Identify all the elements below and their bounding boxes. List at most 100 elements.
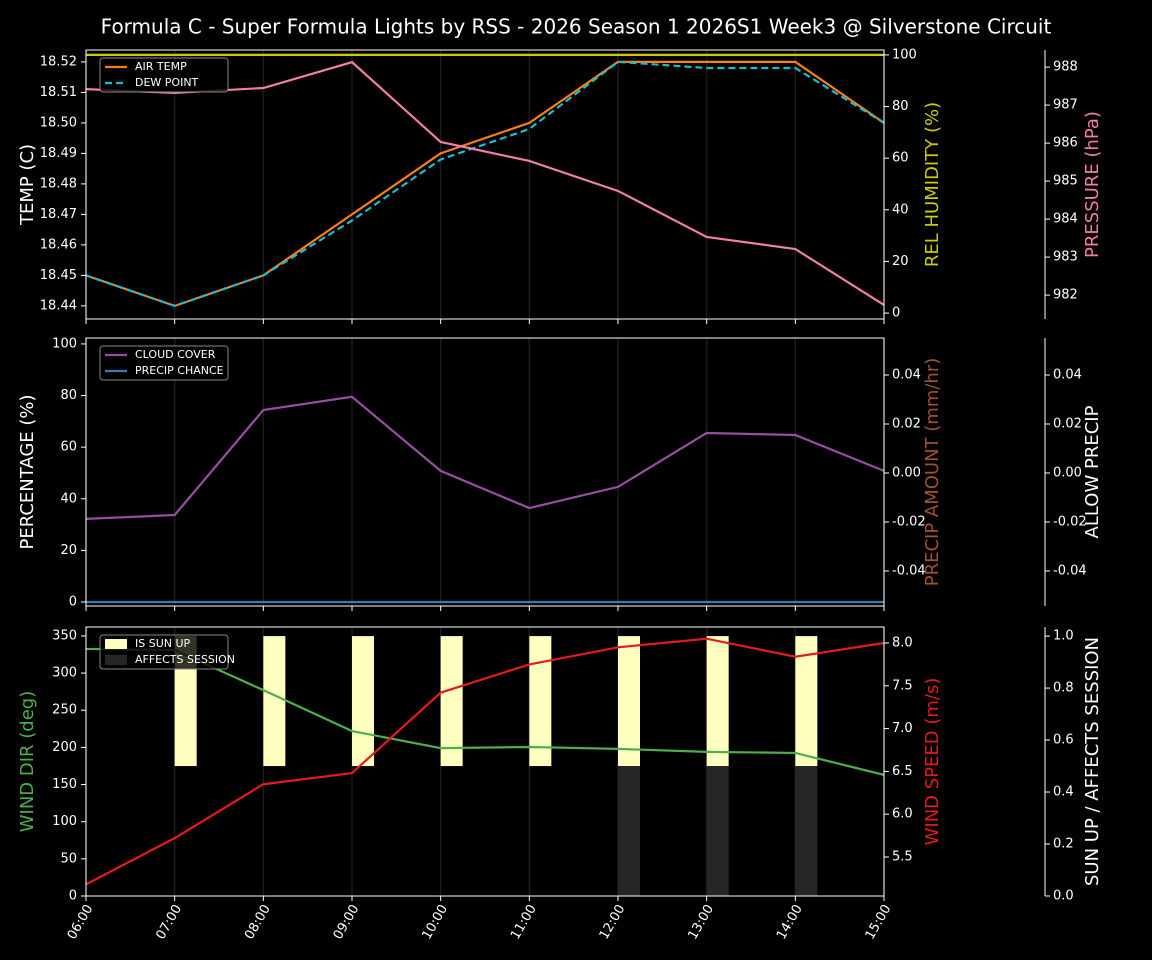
bar <box>352 636 374 767</box>
legend-label: DEW POINT <box>135 76 199 89</box>
y3-tick-label: 0.6 <box>1053 733 1074 748</box>
legend-label: AIR TEMP <box>135 60 187 73</box>
line-series <box>85 60 885 308</box>
legend-box <box>99 634 229 670</box>
y-tick-label: 150 <box>52 777 77 792</box>
y2-tick-label: 0.04 <box>892 367 921 382</box>
y2-tick-label: 7.5 <box>892 678 913 693</box>
y-tick-label: 18.48 <box>40 176 77 191</box>
legend-box <box>99 57 229 93</box>
y3-tick-label: -0.04 <box>1053 563 1087 578</box>
line-series <box>85 60 885 308</box>
y-tick-label: 200 <box>52 740 77 755</box>
y2-tick-label: 6.0 <box>892 807 913 822</box>
axis-label: PRECIP AMOUNT (mm/hr) <box>922 358 943 587</box>
y2-tick-label: 80 <box>892 99 909 114</box>
y3-tick-label: -0.02 <box>1053 514 1087 529</box>
y3-tick-label: 0.4 <box>1053 785 1074 800</box>
y-tick-label: 100 <box>52 814 77 829</box>
axis-label: ALLOW PRECIP <box>1082 405 1103 538</box>
axis-label: WIND DIR (deg) <box>17 691 38 833</box>
y3-tick-label: 0.2 <box>1053 837 1074 852</box>
y3-tick-label: 984 <box>1053 212 1078 227</box>
y-tick-label: 18.47 <box>40 207 77 222</box>
y-tick-label: 100 <box>52 336 77 351</box>
y2-tick-label: 5.5 <box>892 849 913 864</box>
legend-box <box>99 345 229 381</box>
plot-frame <box>85 626 885 897</box>
y-tick-label: 40 <box>60 491 77 506</box>
y3-tick-label: 0.8 <box>1053 681 1074 696</box>
bar <box>618 636 640 767</box>
y-tick-label: 0 <box>69 889 77 904</box>
y3-tick-label: 0.00 <box>1053 465 1082 480</box>
plot-frame <box>85 337 885 607</box>
bar <box>706 766 729 896</box>
chart-title: Formula C - Super Formula Lights by RSS … <box>101 15 1052 39</box>
y-tick-label: 50 <box>60 851 77 866</box>
y-tick-label: 18.52 <box>40 54 77 69</box>
y2-tick-label: 8.0 <box>892 636 913 651</box>
y-tick-label: 18.45 <box>40 268 77 283</box>
y-tick-label: 18.50 <box>40 115 77 130</box>
bar <box>263 636 286 767</box>
y-tick-label: 20 <box>60 543 77 558</box>
y-tick-label: 0 <box>69 595 77 610</box>
y2-tick-label: 0.00 <box>892 465 921 480</box>
y2-tick-label: 7.0 <box>892 721 913 736</box>
bar <box>529 636 552 767</box>
y-tick-label: 350 <box>52 628 77 643</box>
y-tick-label: 18.49 <box>40 146 77 161</box>
bar <box>706 636 729 767</box>
y2-tick-label: -0.04 <box>892 563 926 578</box>
y-tick-label: 250 <box>52 703 77 718</box>
line-series <box>85 395 885 521</box>
bar <box>795 636 818 767</box>
y3-tick-label: 986 <box>1053 136 1078 151</box>
y3-tick-label: 982 <box>1053 288 1078 303</box>
y3-tick-label: 983 <box>1053 250 1078 265</box>
y-tick-label: 18.44 <box>40 298 77 313</box>
y3-tick-label: 988 <box>1053 60 1078 75</box>
y3-tick-label: 0.02 <box>1053 416 1082 431</box>
axis-label: SUN UP / AFFECTS SESSION <box>1082 637 1103 886</box>
y3-tick-label: 985 <box>1053 174 1078 189</box>
axis-label: WIND SPEED (m/s) <box>922 678 943 846</box>
axis-label: PRESSURE (hPa) <box>1082 111 1103 258</box>
bar <box>440 636 463 767</box>
plot-frame <box>85 49 885 320</box>
legend-swatch <box>105 639 127 649</box>
legend-label: IS SUN UP <box>135 637 191 650</box>
legend-swatch <box>105 655 127 665</box>
line-series <box>85 647 885 776</box>
axis-label: PERCENTAGE (%) <box>17 394 38 549</box>
y3-tick-label: 0.0 <box>1053 889 1074 904</box>
y-tick-label: 300 <box>52 666 77 681</box>
y2-tick-label: 0.02 <box>892 416 921 431</box>
y2-tick-label: 100 <box>892 47 917 62</box>
legend-label: CLOUD COVER <box>135 348 216 361</box>
y-tick-label: 60 <box>60 440 77 455</box>
legend-label: PRECIP CHANCE <box>135 364 224 377</box>
y2-tick-label: 60 <box>892 151 909 166</box>
y2-tick-label: -0.02 <box>892 514 926 529</box>
legend-label: AFFECTS SESSION <box>135 653 235 666</box>
bar <box>795 766 818 896</box>
y2-tick-label: 0 <box>892 306 900 321</box>
y2-tick-label: 40 <box>892 202 909 217</box>
y2-tick-label: 6.5 <box>892 764 913 779</box>
axis-label: TEMP (C) <box>17 144 38 226</box>
y3-tick-label: 987 <box>1053 98 1078 113</box>
y3-tick-label: 1.0 <box>1053 629 1074 644</box>
y3-tick-label: 0.04 <box>1053 367 1082 382</box>
line-series <box>85 637 885 886</box>
y2-tick-label: 20 <box>892 254 909 269</box>
axis-label: REL HUMIDITY (%) <box>922 102 943 267</box>
y-tick-label: 18.46 <box>40 237 77 252</box>
bar <box>618 766 640 896</box>
y-tick-label: 80 <box>60 388 77 403</box>
y-tick-label: 18.51 <box>40 85 77 100</box>
